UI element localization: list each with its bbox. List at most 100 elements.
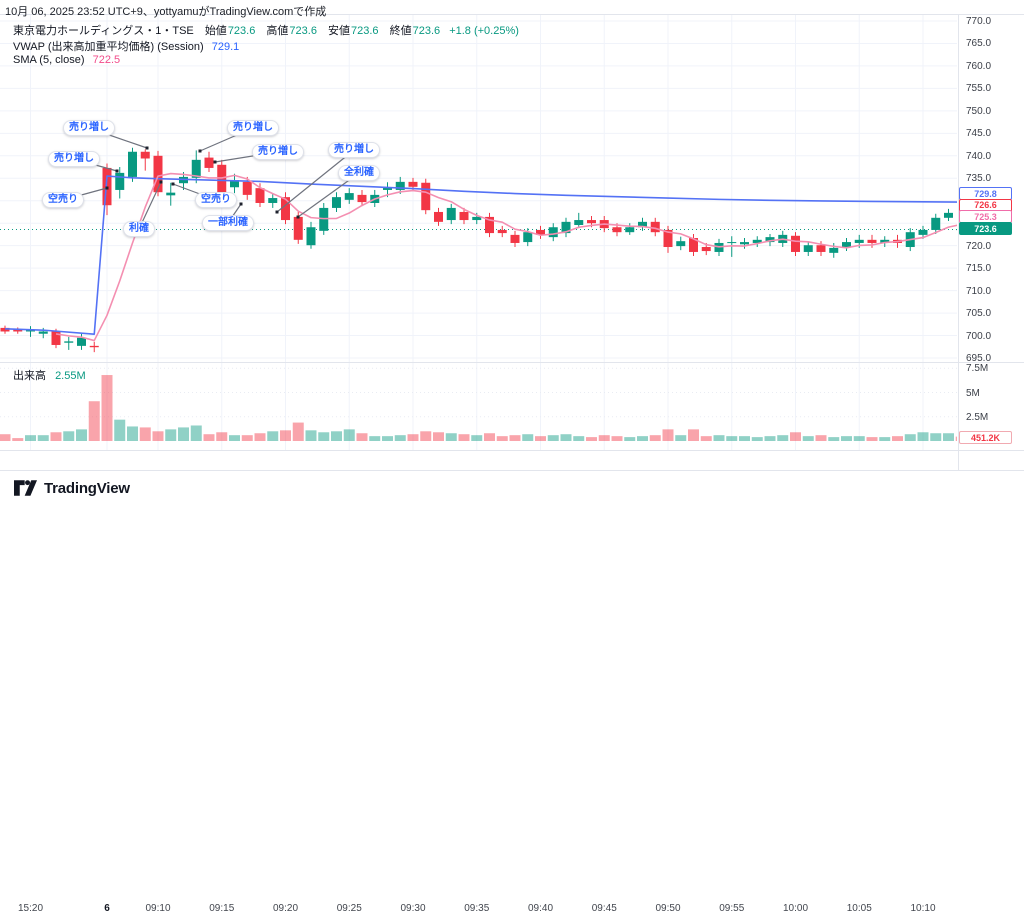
candle[interactable]	[26, 330, 35, 332]
candle[interactable]	[752, 239, 762, 243]
chart-canvas[interactable]	[0, 0, 1024, 513]
annotation-anchor-dot[interactable]	[145, 146, 149, 150]
candle[interactable]	[497, 229, 507, 234]
candle[interactable]	[140, 151, 150, 159]
candle[interactable]	[791, 235, 800, 252]
annotation-label[interactable]: 空売り	[42, 192, 84, 208]
candle[interactable]	[115, 172, 125, 190]
candle[interactable]	[446, 207, 456, 221]
candle[interactable]	[293, 216, 303, 240]
volume-bar	[165, 429, 177, 441]
vwap-legend[interactable]: VWAP (出来高加重平均価格) (Session) 729.1	[13, 38, 239, 54]
vwap-line[interactable]	[4, 175, 961, 335]
candle[interactable]	[510, 234, 520, 243]
candle[interactable]	[854, 239, 864, 243]
candle[interactable]	[944, 212, 953, 218]
candle[interactable]	[803, 245, 813, 252]
candle[interactable]	[64, 341, 74, 343]
candle[interactable]	[281, 197, 290, 221]
candle[interactable]	[89, 345, 99, 348]
candle[interactable]	[306, 227, 316, 246]
candle[interactable]	[268, 198, 278, 203]
candle[interactable]	[587, 220, 596, 224]
annotation-anchor-dot[interactable]	[296, 215, 300, 219]
vwap-label: VWAP (出来高加重平均価格) (Session)	[13, 41, 204, 53]
candle[interactable]	[523, 232, 533, 243]
annotation-anchor-dot[interactable]	[213, 160, 217, 164]
candle[interactable]	[676, 241, 686, 247]
symbol-legend[interactable]: 東京電力ホールディングス・1・TSE 始値723.6 高値723.6 安値723…	[13, 22, 519, 38]
pane-separator[interactable]	[0, 362, 1024, 363]
sma-legend[interactable]: SMA (5, close) 722.5	[13, 54, 120, 66]
candle[interactable]	[128, 151, 137, 177]
candle[interactable]	[612, 227, 622, 233]
candle[interactable]	[0, 327, 10, 332]
price-axis[interactable]: 770.0 765.0 760.0 755.0 750.0 745.0 740.0 735.0…	[958, 14, 1024, 450]
annotation-label[interactable]: 一部利確	[202, 215, 254, 231]
candle[interactable]	[829, 247, 839, 253]
candle[interactable]	[255, 188, 265, 203]
candle[interactable]	[650, 221, 660, 233]
candle[interactable]	[204, 157, 214, 168]
candle[interactable]	[153, 155, 163, 193]
annotation-label[interactable]: 売り増し	[328, 142, 380, 158]
candle[interactable]	[956, 229, 966, 231]
time-axis[interactable]: 15:20 6 09:10 09:15 09:20 09:25 09:30 09:35 09:4…	[0, 450, 1024, 914]
annotation-anchor-dot[interactable]	[105, 186, 109, 190]
candle[interactable]	[689, 238, 698, 252]
annotation-anchor-dot[interactable]	[198, 149, 202, 153]
candle[interactable]	[408, 181, 418, 187]
annotation-anchor-dot[interactable]	[275, 210, 279, 214]
candle[interactable]	[13, 329, 23, 332]
annotation-anchor-dot[interactable]	[171, 182, 175, 186]
price-axis-label: 760.0	[966, 60, 992, 72]
candle[interactable]	[663, 229, 673, 248]
sma-line[interactable]	[55, 172, 961, 342]
annotation-label[interactable]: 利確	[123, 221, 155, 237]
candle[interactable]	[867, 239, 877, 243]
candle[interactable]	[421, 182, 431, 211]
candle[interactable]	[344, 193, 354, 200]
candle[interactable]	[332, 197, 341, 208]
candle[interactable]	[242, 181, 252, 195]
candle[interactable]	[77, 337, 86, 346]
candle[interactable]	[574, 220, 584, 225]
candle[interactable]	[816, 245, 826, 252]
candle[interactable]	[485, 216, 494, 234]
candle[interactable]	[536, 229, 545, 235]
candle[interactable]	[740, 242, 749, 245]
candle[interactable]	[625, 227, 635, 233]
annotation-anchor-dot[interactable]	[115, 169, 119, 173]
candle[interactable]	[383, 187, 392, 190]
candle[interactable]	[931, 217, 941, 230]
annotation-label[interactable]: 売り増し	[63, 120, 115, 136]
annotation-anchor-dot[interactable]	[159, 180, 163, 184]
candle[interactable]	[918, 229, 928, 235]
annotation-anchor-dot[interactable]	[239, 202, 243, 206]
candle[interactable]	[51, 331, 61, 345]
annotation-label[interactable]: 全利確	[338, 165, 380, 181]
candle[interactable]	[191, 159, 201, 178]
volume-legend[interactable]: 出来高 2.55M	[13, 367, 86, 383]
candle[interactable]	[38, 331, 48, 334]
candle[interactable]	[357, 194, 367, 203]
candle[interactable]	[765, 237, 775, 243]
candle[interactable]	[701, 247, 711, 252]
candle[interactable]	[548, 227, 558, 238]
candle[interactable]	[395, 181, 405, 190]
candle[interactable]	[727, 242, 737, 244]
candle[interactable]	[166, 192, 176, 196]
candle[interactable]	[230, 180, 239, 188]
candle[interactable]	[472, 216, 482, 221]
candle[interactable]	[842, 242, 851, 248]
annotation-label[interactable]: 売り増し	[252, 144, 304, 160]
candle[interactable]	[459, 211, 469, 221]
annotation-label[interactable]: 売り増し	[48, 151, 100, 167]
annotation-label[interactable]: 空売り	[195, 192, 237, 208]
tradingview-logo[interactable]: TradingView	[14, 479, 130, 497]
candle[interactable]	[561, 221, 571, 234]
candle[interactable]	[434, 211, 443, 222]
annotation-label[interactable]: 売り増し	[227, 120, 279, 136]
candle[interactable]	[880, 239, 890, 243]
candle[interactable]	[638, 221, 647, 228]
